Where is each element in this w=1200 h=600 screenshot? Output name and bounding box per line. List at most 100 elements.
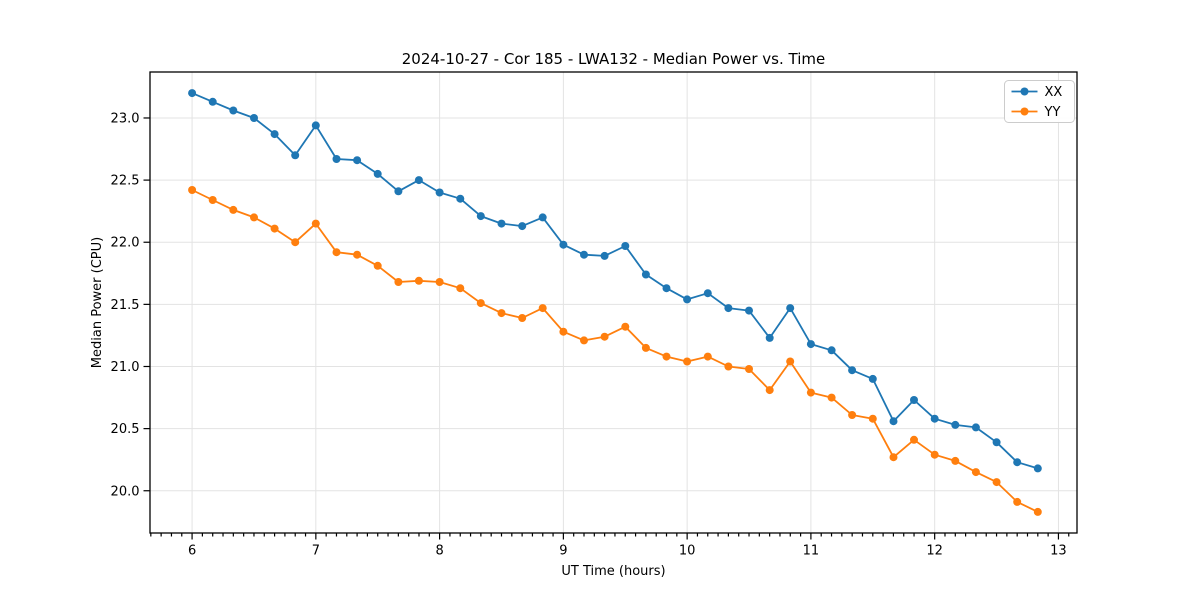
series-yy-marker: [827, 393, 836, 402]
series-xx-marker: [188, 89, 197, 98]
grid-layer: [150, 72, 1077, 533]
series-yy-marker: [394, 278, 403, 286]
series-xx-marker: [683, 295, 692, 304]
series-yy-marker: [868, 414, 877, 423]
series-xx-marker: [332, 155, 341, 163]
series-yy-marker: [848, 411, 857, 419]
y-tick-label: 23.0: [111, 111, 140, 126]
series-xx-marker: [1013, 458, 1022, 467]
series-xx-marker: [703, 289, 712, 298]
series-xx-marker: [538, 213, 547, 222]
axis-layer: 6 7 8 9 10 11 12 13 20.0 20.5 21.0 21.5 22.0 22.5 23.0: [111, 71, 1078, 559]
series-yy-marker: [724, 362, 733, 371]
series-xx-line: [191, 92, 1039, 470]
series-yy-marker: [373, 261, 382, 270]
series-yy-marker: [311, 219, 320, 228]
series-yy-marker: [559, 327, 568, 336]
series-yy-marker: [353, 250, 362, 259]
series-yy-marker: [951, 456, 960, 465]
x-axis-label: UT Time (hours): [561, 564, 665, 579]
series-yy-marker: [745, 365, 753, 373]
series-yy-marker: [476, 299, 485, 308]
y-tick-label: 22.5: [111, 174, 140, 189]
legend-marker-xx: [1020, 87, 1029, 96]
series-xx-marker: [497, 219, 506, 228]
series-yy-marker: [930, 450, 939, 459]
y-tick-label: 21.5: [111, 298, 140, 313]
series-xx-marker: [992, 438, 1001, 447]
series-yy-marker: [786, 357, 795, 366]
series-yy-marker: [538, 304, 547, 313]
series-yy-marker: [250, 213, 258, 222]
x-tick-label: 10: [679, 544, 696, 559]
series-yy-marker: [641, 343, 650, 352]
series-yy-marker: [270, 224, 279, 233]
series-xx-marker: [559, 240, 568, 249]
series-yy-marker: [600, 332, 609, 341]
series-yy-marker: [971, 468, 980, 477]
series-xx-marker: [600, 251, 609, 260]
legend-box: [1004, 80, 1075, 123]
y-tick-label: 20.5: [111, 422, 140, 437]
x-tick-label: 13: [1050, 544, 1067, 559]
series-xx-marker: [394, 187, 403, 196]
x-tick-label: 12: [926, 544, 943, 559]
series-xx-marker: [662, 284, 671, 293]
series-xx-marker: [291, 151, 300, 160]
series-yy-marker: [497, 309, 506, 318]
series-xx-marker: [971, 423, 980, 432]
series-yy-marker: [208, 196, 217, 204]
axes-frame: [149, 71, 1078, 534]
series-xx-marker: [848, 366, 857, 375]
series-xx-marker: [641, 270, 650, 279]
series-xx-marker: [889, 417, 898, 426]
series-xx-marker: [951, 420, 960, 429]
data-layer: [188, 89, 1042, 516]
series-xx-marker: [518, 222, 527, 231]
series-yy-marker: [889, 453, 898, 462]
series-xx-marker: [229, 106, 238, 115]
series-xx-marker: [910, 396, 918, 404]
series-yy-marker: [414, 276, 423, 285]
series-yy-marker: [806, 388, 815, 397]
series-xx-marker: [930, 414, 939, 423]
series-yy-marker: [621, 322, 630, 331]
series-xx-marker: [868, 374, 877, 383]
series-yy-marker: [456, 284, 465, 293]
series-xx-marker: [208, 97, 217, 106]
series-yy-marker: [1013, 497, 1022, 506]
series-yy-line: [191, 189, 1039, 513]
series-xx-marker: [456, 194, 465, 203]
series-xx-marker: [786, 304, 795, 313]
series-xx-marker: [476, 212, 485, 221]
legend-marker-yy: [1020, 107, 1029, 116]
x-tick-label: 7: [312, 544, 320, 559]
series-xx-marker: [435, 188, 444, 197]
series-yy-marker: [703, 352, 712, 361]
series-yy-marker: [910, 435, 918, 444]
series-xx-marker: [414, 176, 423, 185]
legend-label-xx: XX: [1045, 85, 1063, 100]
series-xx-marker: [311, 121, 320, 130]
legend: XX YY: [1004, 80, 1075, 123]
x-tick-label: 6: [188, 544, 196, 559]
x-tick-label: 9: [559, 544, 567, 559]
series-xx-marker: [827, 346, 836, 355]
series-yy-marker: [662, 352, 671, 361]
series-xx-marker: [373, 169, 382, 178]
series-xx-marker: [270, 130, 279, 139]
legend-label-yy: YY: [1044, 105, 1061, 120]
series-yy-marker: [435, 278, 444, 286]
series-xx-marker: [724, 304, 733, 313]
series-yy-marker: [332, 248, 341, 257]
y-tick-label: 22.0: [111, 236, 140, 251]
series-yy-marker: [188, 186, 197, 194]
series-yy-marker: [580, 336, 588, 345]
series-xx-marker: [250, 114, 258, 122]
series-yy-marker: [291, 238, 300, 247]
chart-title: 2024-10-27 - Cor 185 - LWA132 - Median P…: [402, 50, 826, 68]
y-tick-label: 21.0: [111, 360, 140, 375]
series-xx-marker: [745, 306, 753, 315]
